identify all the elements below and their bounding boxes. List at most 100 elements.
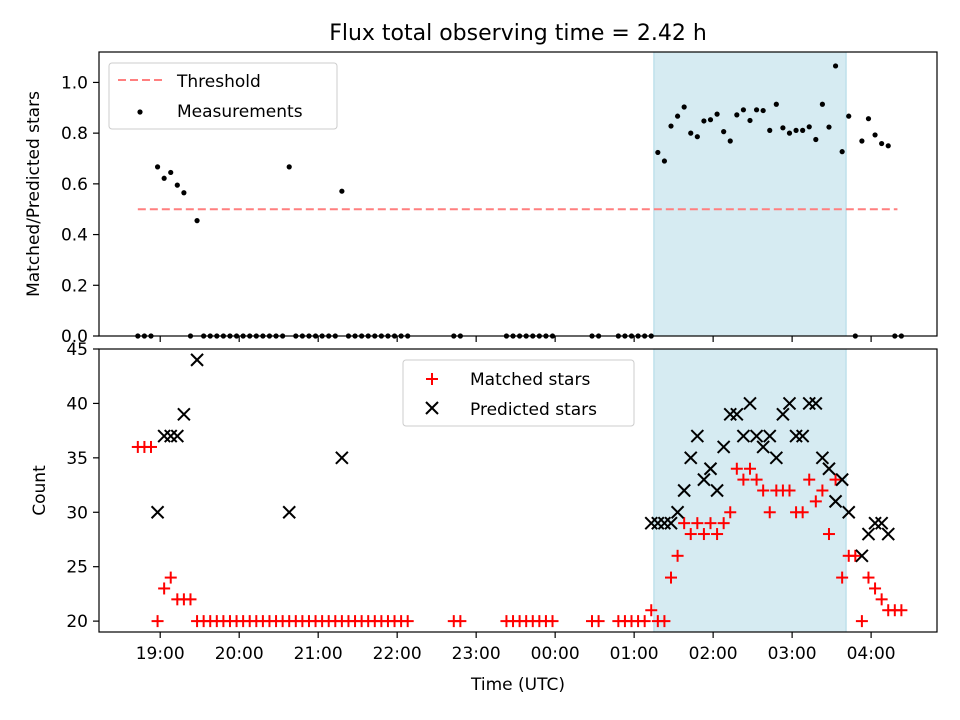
top-legend-box: [108, 62, 338, 130]
predicted-star-point: [710, 483, 724, 498]
matched-star-point: [816, 484, 829, 497]
measurement-point: [747, 117, 753, 124]
predicted-star-point: [164, 429, 178, 443]
top-ytick-label: 0.8: [61, 124, 88, 144]
predicted-star-point: [855, 549, 869, 563]
measurement-point: [859, 138, 865, 144]
matched-star-point: [704, 517, 717, 530]
matched-star-point: [454, 615, 467, 628]
legend-matched-label: Matched stars: [470, 370, 590, 390]
predicted-star-point: [861, 527, 876, 541]
predicted-star-point: [190, 353, 204, 367]
predicted-star-point: [822, 462, 836, 476]
predicted-star-point: [716, 440, 731, 454]
measurement-point: [760, 107, 766, 114]
predicted-star-point: [723, 407, 737, 422]
matched-star-point: [822, 528, 835, 541]
predicted-star-point: [868, 516, 882, 530]
matched-star-point: [875, 593, 888, 606]
measurement-point: [793, 127, 799, 133]
matched-star-point: [158, 582, 171, 595]
matched-star-point: [829, 473, 842, 486]
measurement-point: [661, 158, 668, 164]
matched-star-point: [184, 593, 197, 606]
measurement-point: [865, 116, 872, 122]
predicted-star-point: [828, 494, 843, 509]
matched-star-point: [796, 506, 809, 519]
measurement-point: [839, 149, 845, 155]
top-legend: Threshold Measurements: [108, 62, 338, 130]
matched-star-point: [724, 506, 737, 519]
predicted-star-point: [795, 429, 810, 443]
predicted-star-point: [157, 429, 171, 443]
matched-star-point: [809, 495, 822, 508]
predicted-star-point: [756, 440, 770, 454]
measurement-point: [714, 111, 720, 117]
matched-star-point: [737, 473, 750, 486]
legend-measurements-swatch: [137, 109, 143, 115]
measurement-point: [740, 107, 747, 113]
measurement-point: [161, 175, 167, 181]
predicted-star-point: [150, 505, 165, 519]
predicted-star-point: [335, 451, 349, 465]
matched-star-point: [763, 506, 776, 519]
xtick-label: 02:00: [689, 644, 738, 664]
top-ytick-label: 0.4: [61, 226, 88, 246]
bottom-ytick-label: 30: [66, 503, 88, 523]
matched-star-point: [665, 571, 678, 584]
matched-star-point: [645, 604, 658, 617]
measurement-point: [168, 169, 174, 176]
predicted-star-point: [789, 429, 803, 443]
measurement-point: [701, 118, 707, 124]
measurement-point: [767, 127, 773, 133]
measurement-point: [181, 190, 187, 196]
predicted-star-point: [170, 429, 185, 443]
matched-star-point: [151, 615, 164, 628]
xtick-label: 23:00: [452, 644, 501, 664]
measurement-point: [819, 101, 825, 107]
measurement-point: [194, 218, 200, 224]
top-ytick-label: 0.6: [61, 175, 88, 195]
bottom-axes-frame: [98, 348, 938, 633]
measurement-point: [832, 63, 839, 69]
bottom-ytick-label: 40: [66, 394, 88, 414]
predicted-star-point: [690, 429, 705, 443]
predicted-star-point: [677, 483, 691, 498]
measurement-point: [339, 188, 345, 194]
matched-star-point: [849, 549, 862, 562]
predicted-star-point: [664, 516, 678, 530]
predicted-star-point: [703, 462, 718, 476]
x-axis-label: Time (UTC): [470, 675, 565, 695]
bottom-ytick-label: 20: [66, 612, 88, 632]
matched-star-point: [401, 615, 414, 628]
xtick-label: 01:00: [610, 644, 659, 664]
predicted-star-point: [670, 505, 685, 519]
measurement-point: [846, 113, 852, 119]
matched-star-point: [836, 571, 849, 584]
measurement-point: [174, 182, 180, 188]
predicted-star-point: [644, 516, 658, 530]
top-shaded-interval: [653, 51, 847, 337]
legend-threshold-label: Threshold: [176, 72, 261, 92]
matched-star-point: [691, 517, 704, 530]
matched-star-point: [869, 582, 882, 595]
measurement-point: [721, 129, 727, 135]
predicted-star-point: [802, 396, 816, 411]
xtick-label: 21:00: [294, 644, 343, 664]
predicted-star-point: [697, 472, 711, 487]
measurement-point: [780, 125, 786, 131]
predicted-star-point: [782, 396, 797, 411]
matched-star-point: [671, 549, 684, 562]
predicted-star-point: [651, 516, 665, 530]
measurement-point: [707, 117, 714, 123]
matched-star-point: [783, 484, 796, 497]
predicted-star-point: [743, 396, 757, 411]
predicted-star-point: [815, 451, 830, 465]
measurement-point: [813, 136, 819, 143]
legend-measurements-label: Measurements: [177, 102, 303, 122]
predicted-star-point: [842, 505, 856, 519]
measurement-point: [734, 112, 740, 118]
measurement-point: [694, 134, 700, 140]
measurement-point: [786, 130, 793, 136]
matched-star-point: [730, 462, 743, 475]
